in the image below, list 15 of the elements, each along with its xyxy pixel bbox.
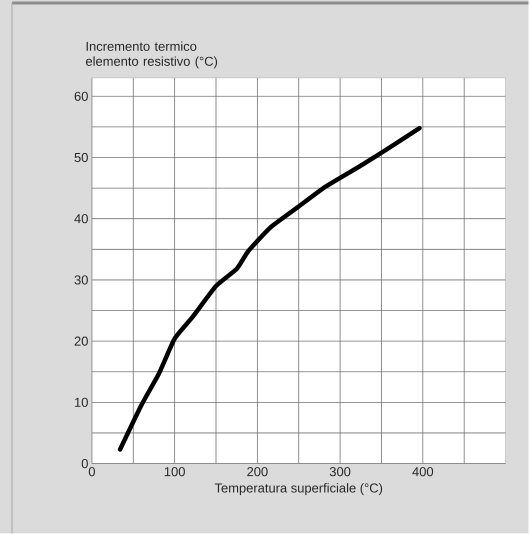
y-tick-label: 10 bbox=[74, 398, 88, 407]
x-tick-label: 0 bbox=[88, 467, 96, 476]
y-tick-label: 50 bbox=[74, 152, 88, 162]
x-axis-title: Temperatura superficiale (°C) bbox=[214, 483, 382, 496]
y-tick-label: 30 bbox=[74, 275, 88, 284]
y-tick-label: 40 bbox=[74, 214, 88, 224]
y-tick-label: 20 bbox=[74, 336, 88, 346]
line-series bbox=[118, 126, 422, 452]
x-tick-label: 400 bbox=[412, 467, 434, 476]
y-axis-title: Incremento termico elemento resistivo (°C) bbox=[86, 41, 218, 68]
y-tick-label: 0 bbox=[82, 458, 88, 468]
y-tick-label: 60 bbox=[74, 92, 88, 101]
x-tick-label: 200 bbox=[247, 467, 268, 476]
x-tick-label: 300 bbox=[330, 467, 350, 476]
x-tick-label: 100 bbox=[164, 467, 185, 476]
